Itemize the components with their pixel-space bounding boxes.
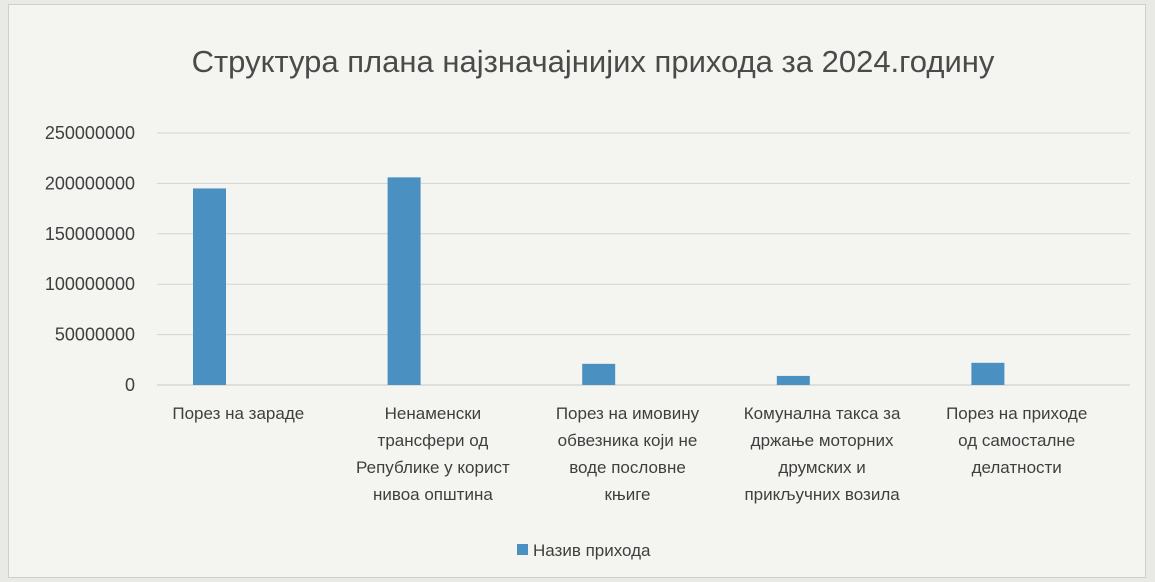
x-category-label: Ненаменски трансфери од Републике у корист… [356,404,510,504]
y-tick-label: 150000000 [45,224,135,244]
grid-lines [157,132,1130,386]
y-tick-label: 50000000 [55,325,135,345]
x-category-label: Порез на имовину обвезника који не воде по… [556,404,700,504]
y-tick-label: 200000000 [45,173,135,193]
x-category-label: Порез на зараде [172,404,304,423]
x-category-label: Порез на приходе од самосталне делатности [946,404,1087,477]
y-axis-ticks: 0 50000000 100000000 150000000 200000000 2500… [45,123,135,395]
legend-label: Назив прихода [533,541,651,560]
bar [387,177,421,385]
legend: Назив прихода [517,541,651,560]
bar [971,362,1005,385]
bar [193,188,226,385]
x-category-label: Комунална такса за држање моторних друмски… [744,404,901,504]
bar [776,375,810,385]
bars [193,177,1005,385]
y-tick-label: 100000000 [45,274,135,294]
y-tick-label: 0 [125,375,135,395]
legend-swatch [517,544,528,555]
y-tick-label: 250000000 [45,123,135,143]
bar [582,363,616,385]
chart-title: Структура плана најзначајнијих прихода з… [192,44,995,79]
x-axis-categories: Порез на зараде Ненаменски трансфери од Реп… [172,404,1087,504]
